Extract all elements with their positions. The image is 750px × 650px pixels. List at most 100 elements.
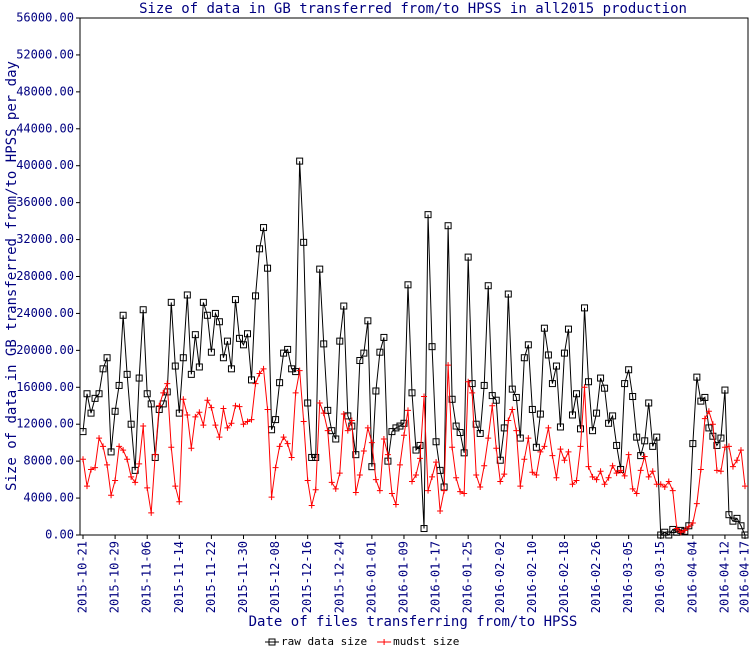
x-tick-label: 2015-12-24 — [332, 541, 346, 613]
data-point — [187, 370, 195, 378]
data-point — [380, 435, 387, 442]
data-point — [352, 489, 359, 496]
data-point — [160, 389, 167, 396]
data-point — [493, 445, 500, 452]
x-tick-label: 2015-11-22 — [204, 541, 218, 613]
data-point — [477, 483, 484, 490]
data-point — [107, 448, 115, 456]
data-point — [212, 422, 219, 429]
data-point — [176, 498, 183, 505]
data-point — [424, 211, 432, 219]
data-point — [420, 525, 428, 533]
data-point — [124, 456, 131, 463]
data-point — [143, 390, 151, 398]
data-point — [560, 349, 568, 357]
x-tick-label: 2016-02-26 — [589, 541, 603, 613]
data-point — [465, 378, 472, 385]
data-point — [537, 448, 544, 455]
data-point — [742, 483, 748, 490]
data-point — [80, 456, 86, 463]
data-point — [364, 424, 371, 431]
data-point — [376, 487, 383, 494]
y-axis-title: Size of data in GB transferred from/to H… — [4, 61, 20, 491]
x-tick-label: 2015-11-30 — [236, 541, 250, 613]
data-point — [135, 374, 143, 382]
data-point — [552, 362, 560, 370]
data-point — [480, 381, 488, 389]
x-tick-label: 2016-01-25 — [461, 541, 475, 613]
data-point — [457, 488, 464, 495]
data-point — [100, 443, 107, 450]
data-point — [195, 363, 203, 371]
data-point — [525, 435, 532, 442]
data-point — [252, 380, 259, 387]
data-point — [540, 324, 548, 332]
data-point — [532, 443, 540, 451]
data-point — [629, 393, 637, 401]
data-point — [633, 433, 641, 441]
data-point — [108, 492, 115, 499]
plot-frame — [79, 17, 749, 536]
data-point — [577, 425, 585, 433]
data-point — [104, 461, 111, 468]
data-point — [689, 519, 696, 526]
data-point — [320, 340, 328, 348]
data-point — [87, 409, 95, 417]
data-point — [243, 330, 251, 338]
x-tick-label: 2015-10-29 — [108, 541, 122, 613]
data-point — [336, 470, 343, 477]
data-point — [388, 428, 396, 436]
data-point — [721, 386, 729, 394]
data-point — [497, 478, 504, 485]
x-tick-label: 2016-01-17 — [429, 541, 443, 613]
data-point — [91, 394, 99, 402]
x-tick-label: 2016-02-10 — [525, 541, 539, 613]
data-point — [717, 468, 724, 475]
data-point — [324, 406, 332, 414]
data-point — [561, 457, 568, 464]
data-point — [408, 389, 416, 397]
data-point — [741, 531, 749, 539]
data-point — [276, 443, 283, 450]
data-point — [533, 471, 540, 478]
data-point — [360, 447, 367, 454]
x-tick-label: 2015-12-16 — [300, 541, 314, 613]
data-point — [593, 476, 600, 483]
data-point — [693, 373, 701, 381]
data-point — [733, 457, 740, 464]
data-point — [228, 420, 235, 427]
y-tick-label: 12000.00 — [16, 417, 74, 431]
data-point — [621, 380, 629, 388]
data-point — [83, 390, 91, 398]
data-point — [115, 381, 123, 389]
data-point — [288, 454, 295, 461]
data-point — [136, 460, 143, 467]
y-tick-label: 24000.00 — [16, 306, 74, 320]
data-point — [392, 501, 399, 508]
y-tick-label: 44000.00 — [16, 121, 74, 135]
data-point — [504, 290, 512, 298]
x-tick-label: 2016-02-02 — [493, 541, 507, 613]
data-point — [572, 390, 580, 398]
data-point — [548, 380, 556, 388]
series-line — [82, 161, 746, 536]
data-point — [284, 345, 292, 353]
data-point — [517, 483, 524, 490]
data-point — [441, 487, 448, 494]
data-point — [248, 416, 255, 423]
data-point — [344, 427, 351, 434]
data-point — [549, 452, 556, 459]
data-point — [140, 423, 147, 430]
y-tick-label: 4000.00 — [23, 491, 74, 505]
data-point — [188, 445, 195, 452]
data-point — [737, 447, 744, 454]
data-point — [236, 403, 243, 410]
data-point — [248, 376, 256, 384]
data-point — [629, 485, 636, 492]
x-tick-label: 2015-12-08 — [268, 541, 282, 613]
data-point — [252, 292, 260, 300]
x-axis-title: Date of files transferring from/to HPSS — [249, 614, 578, 630]
data-point — [589, 427, 597, 435]
data-point — [585, 378, 593, 386]
